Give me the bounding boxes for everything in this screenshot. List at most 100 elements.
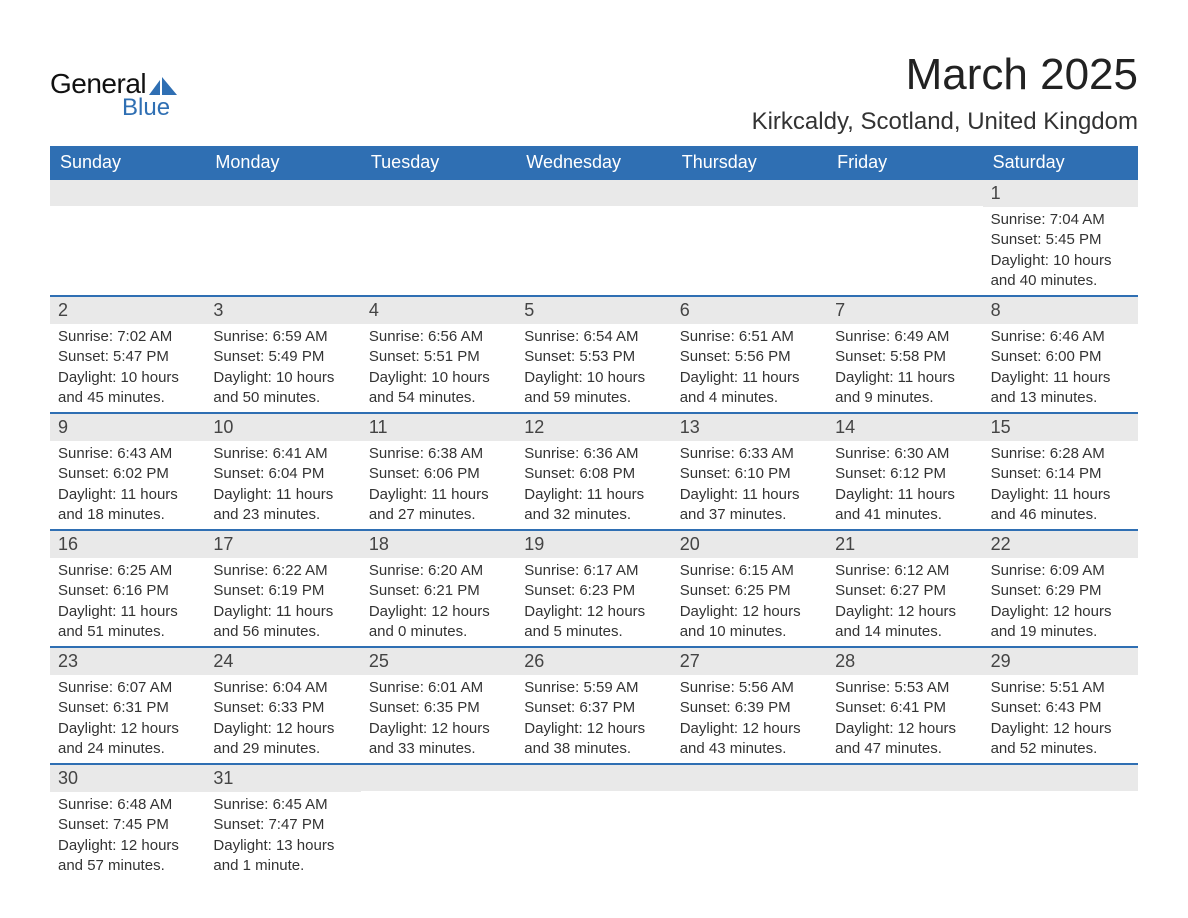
day-number: 9 [50, 414, 205, 441]
week-row: 16Sunrise: 6:25 AMSunset: 6:16 PMDayligh… [50, 531, 1138, 648]
day-detail: Sunrise: 6:15 AMSunset: 6:25 PMDaylight:… [672, 558, 827, 646]
daylight-text: Daylight: 12 hours and 29 minutes. [213, 719, 352, 760]
daylight-text: Daylight: 12 hours and 0 minutes. [369, 602, 508, 643]
page-title: March 2025 [752, 50, 1138, 100]
sunset-text: Sunset: 6:16 PM [58, 581, 197, 601]
day-cell [361, 765, 516, 880]
sunrise-text: Sunrise: 5:51 AM [991, 678, 1130, 698]
day-number [516, 765, 671, 791]
day-detail: Sunrise: 6:51 AMSunset: 5:56 PMDaylight:… [672, 324, 827, 412]
day-cell: 8Sunrise: 6:46 AMSunset: 6:00 PMDaylight… [983, 297, 1138, 412]
daylight-text: Daylight: 10 hours and 50 minutes. [213, 368, 352, 409]
day-number [361, 765, 516, 791]
week-row: 9Sunrise: 6:43 AMSunset: 6:02 PMDaylight… [50, 414, 1138, 531]
day-cell: 10Sunrise: 6:41 AMSunset: 6:04 PMDayligh… [205, 414, 360, 529]
day-number: 28 [827, 648, 982, 675]
sunrise-text: Sunrise: 6:33 AM [680, 444, 819, 464]
day-number: 18 [361, 531, 516, 558]
sunrise-text: Sunrise: 6:17 AM [524, 561, 663, 581]
day-number: 30 [50, 765, 205, 792]
daylight-text: Daylight: 11 hours and 27 minutes. [369, 485, 508, 526]
sunset-text: Sunset: 6:37 PM [524, 698, 663, 718]
sunset-text: Sunset: 6:41 PM [835, 698, 974, 718]
sunrise-text: Sunrise: 6:07 AM [58, 678, 197, 698]
sunrise-text: Sunrise: 6:12 AM [835, 561, 974, 581]
day-number: 15 [983, 414, 1138, 441]
day-number [50, 180, 205, 206]
daylight-text: Daylight: 11 hours and 51 minutes. [58, 602, 197, 643]
sunset-text: Sunset: 7:45 PM [58, 815, 197, 835]
sunset-text: Sunset: 6:39 PM [680, 698, 819, 718]
sunrise-text: Sunrise: 6:41 AM [213, 444, 352, 464]
day-cell: 22Sunrise: 6:09 AMSunset: 6:29 PMDayligh… [983, 531, 1138, 646]
day-number: 5 [516, 297, 671, 324]
day-detail: Sunrise: 6:41 AMSunset: 6:04 PMDaylight:… [205, 441, 360, 529]
weekday-header: Tuesday [361, 146, 516, 180]
day-detail: Sunrise: 6:25 AMSunset: 6:16 PMDaylight:… [50, 558, 205, 646]
day-number: 19 [516, 531, 671, 558]
sunrise-text: Sunrise: 6:28 AM [991, 444, 1130, 464]
day-number: 25 [361, 648, 516, 675]
sunrise-text: Sunrise: 7:04 AM [991, 210, 1130, 230]
day-detail: Sunrise: 6:17 AMSunset: 6:23 PMDaylight:… [516, 558, 671, 646]
day-cell: 14Sunrise: 6:30 AMSunset: 6:12 PMDayligh… [827, 414, 982, 529]
day-detail: Sunrise: 6:49 AMSunset: 5:58 PMDaylight:… [827, 324, 982, 412]
day-cell: 20Sunrise: 6:15 AMSunset: 6:25 PMDayligh… [672, 531, 827, 646]
day-number: 2 [50, 297, 205, 324]
day-detail: Sunrise: 6:22 AMSunset: 6:19 PMDaylight:… [205, 558, 360, 646]
sunset-text: Sunset: 6:35 PM [369, 698, 508, 718]
brand-logo: General Blue [50, 68, 177, 122]
sunset-text: Sunset: 6:27 PM [835, 581, 974, 601]
sunrise-text: Sunrise: 6:54 AM [524, 327, 663, 347]
daylight-text: Daylight: 10 hours and 40 minutes. [991, 251, 1130, 292]
day-cell [361, 180, 516, 295]
day-cell: 30 Sunrise: 6:48 AMSunset: 7:45 PMDayligh… [50, 765, 205, 880]
daylight-text: Daylight: 12 hours and 57 minutes. [58, 836, 197, 877]
day-detail: Sunrise: 6:59 AMSunset: 5:49 PMDaylight:… [205, 324, 360, 412]
day-number [827, 180, 982, 206]
day-number: 8 [983, 297, 1138, 324]
day-number: 4 [361, 297, 516, 324]
sunset-text: Sunset: 6:12 PM [835, 464, 974, 484]
day-cell: 9Sunrise: 6:43 AMSunset: 6:02 PMDaylight… [50, 414, 205, 529]
sunrise-text: Sunrise: 6:46 AM [991, 327, 1130, 347]
daylight-text: Daylight: 11 hours and 56 minutes. [213, 602, 352, 643]
day-number: 17 [205, 531, 360, 558]
day-cell: 31Sunrise: 6:45 AMSunset: 7:47 PMDayligh… [205, 765, 360, 880]
title-block: March 2025 Kirkcaldy, Scotland, United K… [752, 50, 1138, 136]
sunrise-text: Sunrise: 6:01 AM [369, 678, 508, 698]
weekday-header: Saturday [983, 146, 1138, 180]
weekday-header: Wednesday [516, 146, 671, 180]
location-subtitle: Kirkcaldy, Scotland, United Kingdom [752, 108, 1138, 136]
sunset-text: Sunset: 6:10 PM [680, 464, 819, 484]
day-cell: 25 Sunrise: 6:01 AMSunset: 6:35 PMDayligh… [361, 648, 516, 763]
weekday-header: Thursday [672, 146, 827, 180]
day-detail: Sunrise: 7:04 AMSunset: 5:45 PMDaylight:… [983, 207, 1138, 295]
day-cell: 3Sunrise: 6:59 AMSunset: 5:49 PMDaylight… [205, 297, 360, 412]
sunrise-text: Sunrise: 6:38 AM [369, 444, 508, 464]
daylight-text: Daylight: 12 hours and 33 minutes. [369, 719, 508, 760]
sunset-text: Sunset: 6:08 PM [524, 464, 663, 484]
sunset-text: Sunset: 6:21 PM [369, 581, 508, 601]
sunrise-text: Sunrise: 6:25 AM [58, 561, 197, 581]
day-number: 1 [983, 180, 1138, 207]
sunset-text: Sunset: 6:00 PM [991, 347, 1130, 367]
day-detail: Sunrise: 5:53 AMSunset: 6:41 PMDaylight:… [827, 675, 982, 763]
daylight-text: Daylight: 11 hours and 32 minutes. [524, 485, 663, 526]
day-detail: Sunrise: 5:56 AMSunset: 6:39 PMDaylight:… [672, 675, 827, 763]
day-number: 26 [516, 648, 671, 675]
day-cell: 2Sunrise: 7:02 AMSunset: 5:47 PMDaylight… [50, 297, 205, 412]
daylight-text: Daylight: 12 hours and 5 minutes. [524, 602, 663, 643]
day-number: 20 [672, 531, 827, 558]
day-detail: Sunrise: 6:56 AMSunset: 5:51 PMDaylight:… [361, 324, 516, 412]
sunrise-text: Sunrise: 6:48 AM [58, 795, 197, 815]
week-row: 1Sunrise: 7:04 AMSunset: 5:45 PMDaylight… [50, 180, 1138, 297]
day-cell: 13Sunrise: 6:33 AMSunset: 6:10 PMDayligh… [672, 414, 827, 529]
weeks-container: 1Sunrise: 7:04 AMSunset: 5:45 PMDaylight… [50, 180, 1138, 880]
sunrise-text: Sunrise: 6:51 AM [680, 327, 819, 347]
sunset-text: Sunset: 5:45 PM [991, 230, 1130, 250]
sunset-text: Sunset: 6:04 PM [213, 464, 352, 484]
day-number: 11 [361, 414, 516, 441]
sunrise-text: Sunrise: 7:02 AM [58, 327, 197, 347]
sunset-text: Sunset: 6:23 PM [524, 581, 663, 601]
